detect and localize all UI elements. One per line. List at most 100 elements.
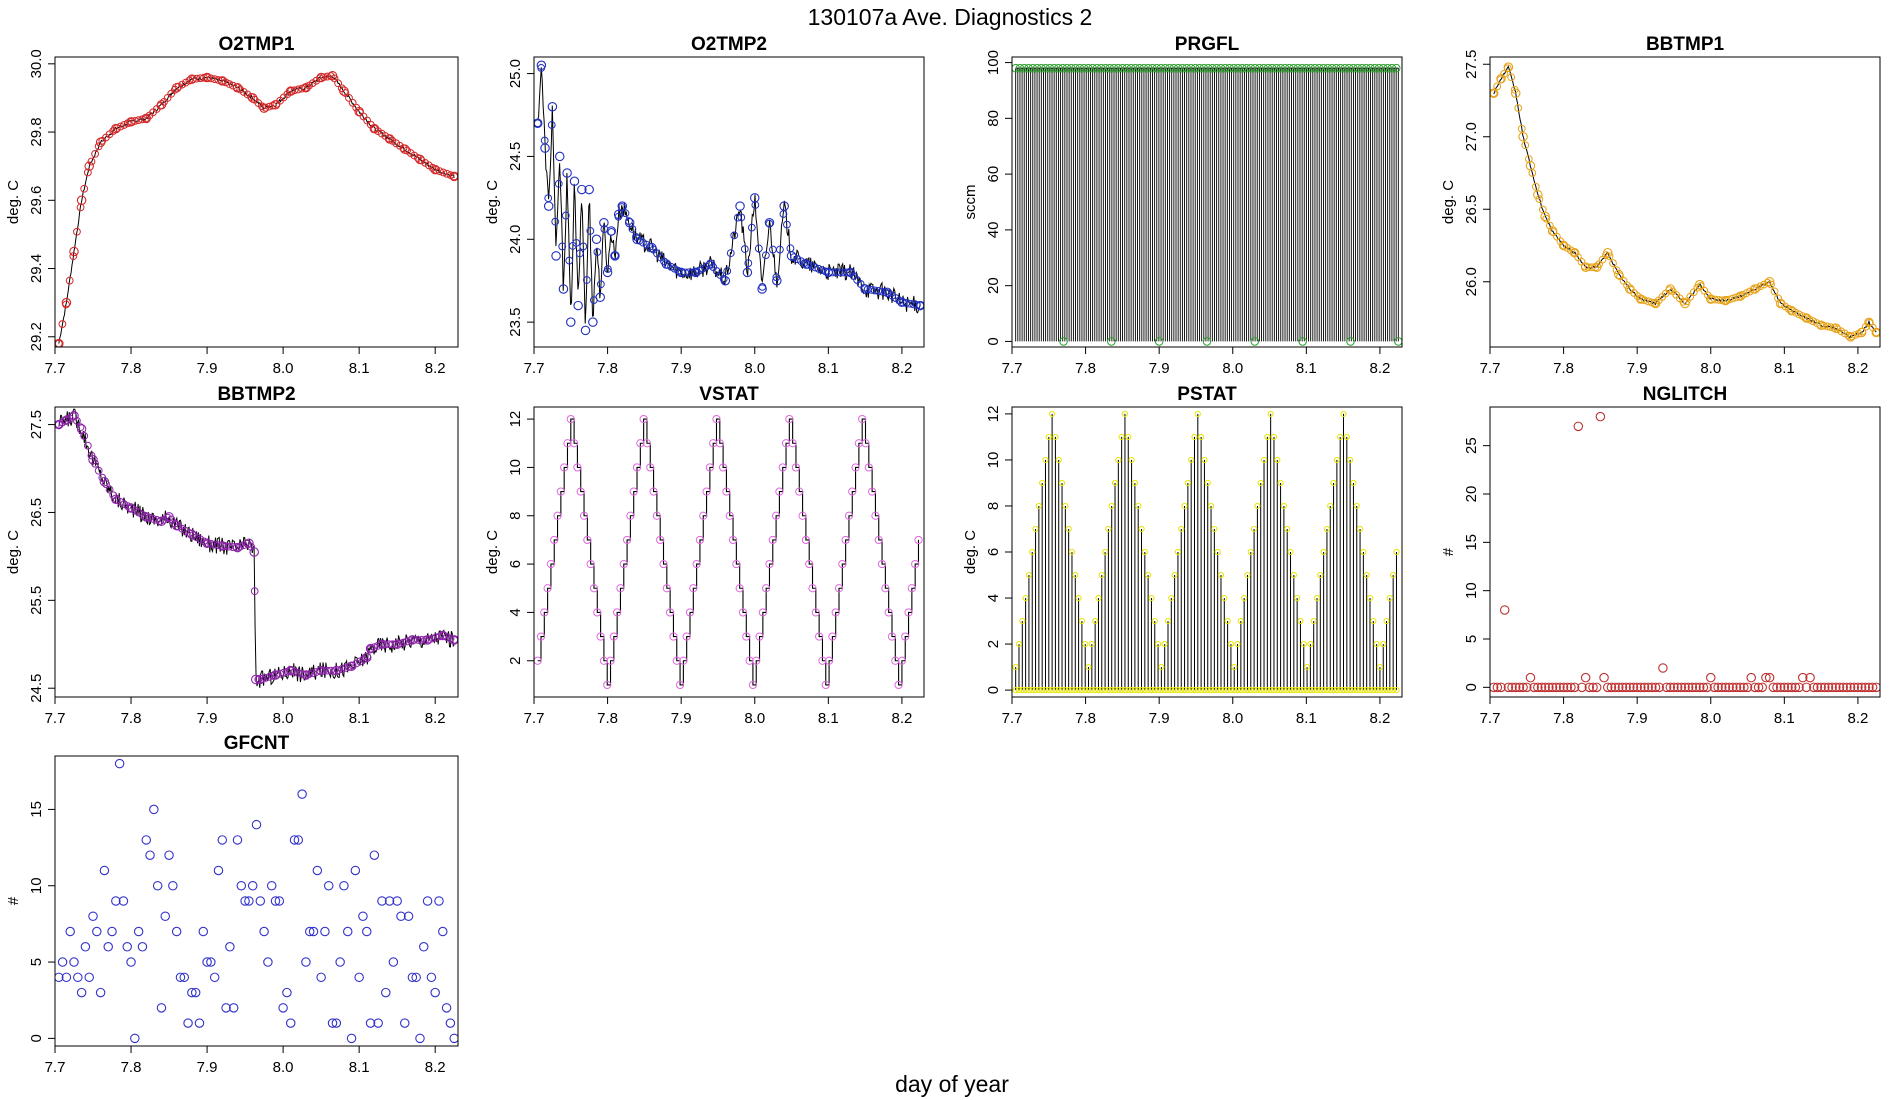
y-axis-label: deg. C: [5, 180, 22, 224]
data-point: [1500, 69, 1509, 78]
data-point: [861, 439, 870, 448]
data-point: [553, 511, 562, 520]
data-point: [1786, 305, 1797, 316]
data-point: [778, 463, 787, 472]
data-point: [1241, 594, 1248, 602]
data-point: [563, 439, 572, 448]
data-point: [1148, 686, 1155, 694]
data-point: [1101, 63, 1110, 73]
data-point: [577, 184, 587, 195]
data-point: [613, 209, 624, 220]
data-point: [682, 632, 691, 641]
data-point: [1739, 682, 1749, 693]
data-point: [265, 102, 274, 111]
data-point: [301, 82, 311, 93]
data-point: [579, 511, 589, 520]
data-point: [1108, 502, 1115, 510]
data-point: [341, 664, 350, 672]
data-point: [312, 865, 323, 876]
data-point: [57, 957, 68, 967]
panel-title: BBTMP1: [1646, 34, 1725, 55]
x-tick-label: 7.7: [45, 1059, 66, 1076]
data-point: [1012, 663, 1019, 671]
data-point: [776, 245, 784, 254]
data-point: [1015, 686, 1023, 694]
data-point: [426, 972, 437, 983]
y-tick-label: 27.0: [1463, 122, 1480, 151]
data-point: [661, 259, 672, 269]
data-point: [808, 584, 817, 593]
data-point: [844, 511, 854, 520]
data-point: [1015, 640, 1023, 648]
data-point: [1533, 190, 1543, 200]
data-point: [1650, 298, 1661, 309]
data-point: [1198, 686, 1205, 694]
data-point: [265, 672, 274, 681]
data-point: [1294, 686, 1301, 694]
data-point: [229, 81, 237, 90]
data-point: [675, 680, 685, 690]
data-point: [1492, 682, 1503, 693]
data-point: [897, 656, 907, 665]
data-point: [1105, 525, 1112, 533]
data-point: [1029, 686, 1036, 694]
figure-xlabel: day of year: [895, 1071, 1009, 1097]
data-point: [1082, 686, 1089, 694]
data-point: [156, 1003, 167, 1013]
data-point: [1041, 63, 1050, 73]
data-point: [747, 223, 756, 232]
data-point: [1376, 686, 1384, 694]
data-point: [149, 804, 159, 815]
panel-o2tmp1: O2TMP1 deg. C 7.7 7.8 7.9 8.0 8.1 8.2 29.2 29.4 29…: [5, 34, 459, 377]
data-point: [1075, 686, 1082, 694]
data-point: [1337, 686, 1344, 694]
data-point: [244, 896, 254, 906]
data-point: [606, 656, 615, 665]
data-point: [1536, 682, 1547, 693]
data-point: [725, 511, 734, 520]
data-point: [540, 608, 549, 617]
data-point: [547, 121, 556, 129]
data-point: [695, 535, 705, 545]
y-tick-label: 24.0: [507, 225, 524, 254]
y-tick-label: 12: [507, 411, 524, 428]
data-point: [1786, 682, 1797, 693]
data-point: [141, 835, 151, 845]
x-tick-label: 7.7: [1480, 360, 1501, 377]
data-point: [738, 608, 748, 617]
data-point: [699, 511, 708, 520]
data-point: [232, 835, 243, 845]
data-point: [1259, 63, 1268, 73]
data-point: [377, 896, 387, 906]
y-tick-label: 5: [28, 958, 45, 966]
data-point: [705, 463, 714, 472]
data-point: [1165, 63, 1174, 73]
x-tick-label: 8.2: [1847, 360, 1868, 377]
data-point: [278, 1003, 288, 1013]
data-point: [1115, 686, 1122, 694]
data-point: [192, 74, 201, 83]
data-point: [185, 76, 194, 85]
data-point: [1095, 594, 1102, 602]
data-point: [1591, 682, 1602, 693]
data-point: [730, 231, 739, 240]
x-tick-label: 7.8: [597, 360, 618, 377]
panel-bbtmp1: BBTMP1 deg. C 7.7 7.8 7.9 8.0 8.1 8.2 26.0 26.5 27…: [1440, 34, 1881, 377]
data-point: [1849, 682, 1859, 693]
data-point: [801, 259, 812, 269]
data-point: [1242, 63, 1251, 73]
data-point: [365, 1018, 376, 1028]
data-point: [838, 559, 847, 569]
data-point: [1724, 682, 1734, 693]
data-point: [1042, 686, 1049, 694]
data-point: [775, 487, 784, 496]
data-point: [287, 87, 295, 95]
data-point: [1174, 686, 1182, 694]
data-point: [1347, 686, 1354, 694]
data-point: [1174, 548, 1182, 556]
data-point: [1035, 686, 1042, 694]
plot-frame: [1489, 56, 1881, 348]
x-tick-label: 8.2: [425, 1059, 446, 1076]
data-point: [723, 267, 732, 275]
data-point: [1032, 686, 1039, 694]
